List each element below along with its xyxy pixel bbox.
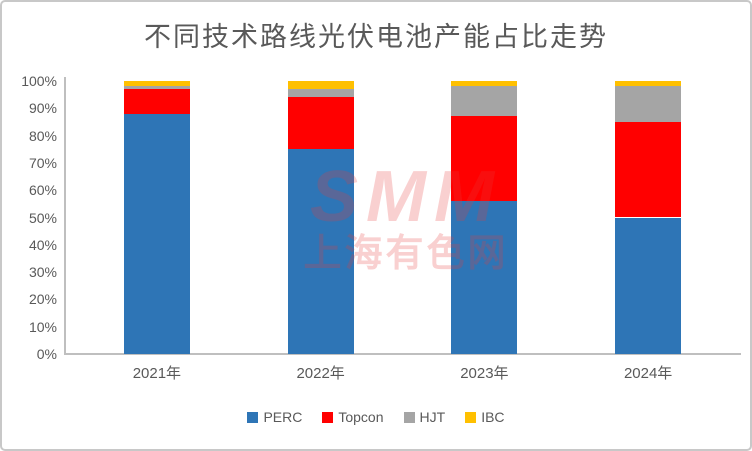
y-tick-label: 0% (36, 346, 57, 362)
bar-segment-perc-2023年 (451, 201, 518, 354)
y-axis-tick-labels: 0% 10% 20% 30% 40% 50% 60% 70% 80% 90% 100% (2, 2, 57, 449)
legend-item-hjt: HJT (403, 409, 446, 425)
bar-segment-ibc-2022年 (287, 81, 354, 90)
bar-segment-hjt-2023年 (451, 86, 518, 117)
y-tick-label: 80% (28, 127, 57, 144)
y-tick-label: 20% (28, 291, 57, 308)
y-tick-label: 10% (28, 318, 57, 335)
legend-item-perc: PERC (247, 409, 302, 425)
y-tick-label: 90% (28, 100, 57, 117)
legend-swatch-hjt (403, 411, 415, 423)
y-tick-label: 70% (28, 154, 57, 171)
bar-segment-ibc-2021年 (123, 81, 190, 87)
legend-swatch-perc (247, 411, 259, 423)
legend-label: HJT (419, 409, 446, 425)
bar-segment-hjt-2024年 (615, 86, 682, 122)
x-axis-label: 2023年 (460, 365, 509, 382)
plot-area (75, 81, 730, 354)
chart-title: 不同技术路线光伏电池产能占比走势 (144, 22, 608, 52)
y-axis-line (64, 77, 66, 354)
y-tick-label: 100% (21, 73, 57, 89)
x-axis-label: 2024年 (623, 365, 673, 382)
bar-segment-ibc-2023年 (451, 81, 518, 87)
x-axis-label: 2021年 (132, 365, 182, 382)
x-axis-labels: 2021年 2022年 2023年 2024年 (75, 362, 730, 382)
bar-segment-topcon-2024年 (615, 121, 682, 218)
legend: PERC Topcon HJT IBC (2, 409, 750, 425)
y-tick-label: 30% (28, 264, 57, 281)
bar-segment-topcon-2021年 (123, 89, 190, 114)
x-axis-label: 2022年 (296, 365, 345, 382)
x-axis-line (64, 353, 741, 355)
bar-segment-perc-2024年 (615, 217, 682, 354)
legend-label: PERC (263, 409, 303, 425)
bar-segment-topcon-2023年 (451, 116, 518, 202)
legend-label: IBC (481, 409, 505, 425)
bar-segment-ibc-2024年 (615, 81, 682, 87)
bar-segment-perc-2022年 (287, 149, 354, 354)
y-tick-label: 50% (28, 209, 57, 226)
legend-item-ibc: IBC (465, 409, 505, 425)
legend-item-topcon: Topcon (322, 409, 384, 425)
bar-segment-hjt-2022年 (287, 89, 354, 98)
y-tick-label: 60% (28, 182, 57, 199)
bar-segment-topcon-2022年 (287, 97, 354, 150)
bar-segment-perc-2021年 (123, 113, 190, 354)
legend-label: Topcon (338, 409, 384, 425)
legend-swatch-ibc (465, 411, 477, 423)
legend-swatch-topcon (322, 411, 334, 423)
bar-segment-hjt-2021年 (123, 86, 190, 90)
y-tick-label: 40% (28, 236, 57, 253)
